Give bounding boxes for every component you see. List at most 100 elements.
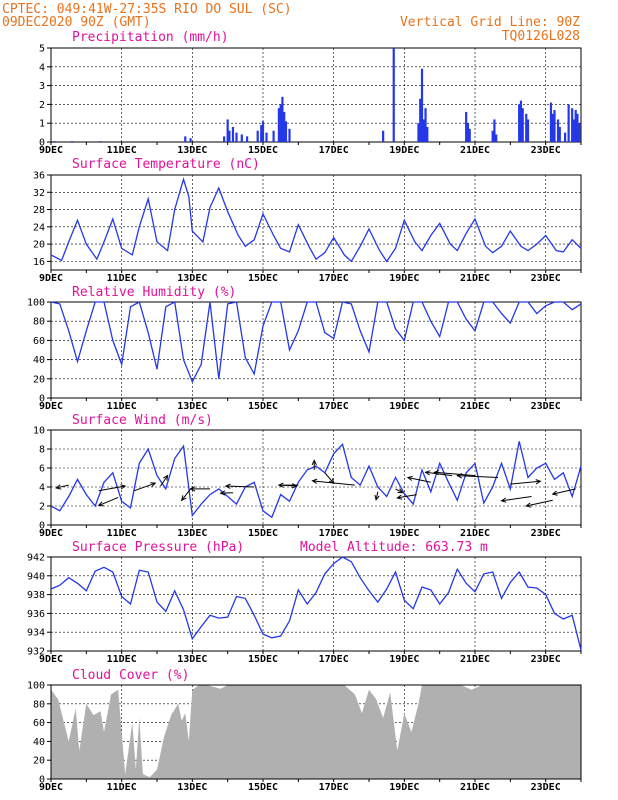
precipitation-x-tick-label: 13DEC [177,145,207,156]
precipitation-x-tick-label: 11DEC [107,145,137,156]
precipitation-bar [284,121,288,142]
precipitation-bar [519,100,523,142]
humidity-x-tick-label: 23DEC [531,401,561,412]
wind-vector-arrowhead [219,490,226,496]
humidity-y-tick-label: 0 [39,394,45,405]
wind-x-tick-label: 21DEC [460,528,490,539]
wind-vector-arrowhead [433,470,440,476]
wind-vector-arrowhead [291,483,298,489]
wind-vector-arrowhead [551,490,558,496]
temperature-panel: 16 20 24 28 32 36 9DEC 11DEC 13DEC 15DEC 17DEC 19DE… [33,171,582,284]
wind-x-tick-label: 9DEC [39,528,63,539]
precipitation-bar [572,119,576,142]
cloud-cover-y-tick-label: 80 [33,699,45,710]
precipitation-bar [518,104,521,142]
wind-series-line [50,441,582,519]
wind-x-tick-label: 15DEC [248,528,278,539]
pressure-x-tick-label: 9DEC [39,654,63,665]
precipitation-bar [417,123,420,142]
temperature-plot-area [50,174,582,271]
wind-vector-arrowhead [396,494,403,500]
wind-y-tick-label: 10 [33,426,45,437]
wind-vector-arrow [160,475,169,487]
precipitation-y-tick-label: 3 [39,81,45,92]
wind-vector-arrowhead [163,474,169,481]
temperature-y-tick-label: 16 [33,257,45,268]
panels-layer: 0 1 2 3 4 5 9DEC 11DEC 13DEC 15DEC 17DEC 19DEC 21DEC… [27,44,582,793]
wind-vector-arrow [98,485,126,492]
header-grid-note: Vertical Grid Line: 90Z [400,15,580,30]
pressure-x-tick-label: 11DEC [107,654,137,665]
precipitation-x-tick-label: 19DEC [389,145,419,156]
wind-panel-title: Surface Wind (m/s) [72,413,213,428]
precipitation-bar [521,108,524,142]
cloud-cover-y-tick-label: 0 [39,775,45,786]
precipitation-bar [553,110,556,142]
header-run-code: TQ0126L028 [502,29,580,44]
wind-vector-arrow [133,482,156,492]
temperature-x-tick-label: 15DEC [248,273,278,284]
humidity-series-line [50,300,582,384]
wind-vector-arrow [312,480,355,486]
wind-vector-arrowhead [224,483,231,489]
precipitation-panel: 0 1 2 3 4 5 9DEC 11DEC 13DEC 15DEC 17DEC 19DEC 21DEC… [39,44,582,156]
precipitation-bar [99,141,102,142]
humidity-y-tick-label: 80 [33,317,45,328]
wind-vector-arrow [225,485,255,488]
temperature-x-tick-label: 19DEC [389,273,419,284]
pressure-x-tick-label: 17DEC [319,654,349,665]
wind-vector-arrow [501,496,532,502]
precipitation-bar [231,126,235,142]
temperature-x-tick-label: 13DEC [177,273,207,284]
precipitation-bar [260,125,263,142]
wind-x-tick-label: 19DEC [389,528,419,539]
wind-vector-arrowhead [535,479,542,485]
wind-vector-arrowhead [277,482,284,488]
precipitation-x-tick-label: 23DEC [531,145,561,156]
precipitation-panel-title: Precipitation (mm/h) [72,30,229,45]
wind-vector-arrow [425,471,453,477]
humidity-y-tick-label: 40 [33,355,45,366]
pressure-series-line [50,556,582,651]
pressure-x-tick-label: 23DEC [531,654,561,665]
cloud-cover-x-tick-label: 9DEC [39,782,63,793]
precipitation-bar [419,98,422,142]
precipitation-bar [246,136,249,142]
wind-vector-arrowhead [406,475,413,481]
precipitation-bar [53,141,56,142]
pressure-y-tick-label: 940 [27,571,45,582]
precipitation-y-tick-label: 1 [39,119,45,130]
precipitation-plot-area [50,47,582,143]
temperature-y-tick-label: 28 [33,205,45,216]
cloud-cover-x-tick-label: 17DEC [319,782,349,793]
precipitation-bar [228,130,231,142]
precipitation-bar [261,121,265,142]
cloud-cover-panel: 0 20 40 60 80 100 9DEC 11DEC 13DEC 15DEC 17DEC 19DE… [27,681,582,793]
precipitation-bar [422,119,425,142]
pressure-panel-title: Surface Pressure (hPa) [72,540,244,555]
precipitation-bar [223,136,226,142]
temperature-panel-title: Surface Temperature (nC) [72,157,260,172]
humidity-y-tick-label: 20 [33,374,45,385]
precipitation-bar [549,102,553,142]
wind-vector-arrow [324,472,335,484]
wind-vector-arrowhead [311,459,317,466]
wind-y-tick-label: 8 [39,445,45,456]
pressure-y-tick-label: 942 [27,553,45,564]
humidity-x-tick-label: 21DEC [460,401,490,412]
temperature-x-tick-label: 17DEC [319,273,349,284]
precipitation-x-tick-label: 17DEC [319,145,349,156]
wind-vector-arrow [407,477,431,483]
precipitation-y-tick-label: 4 [39,62,45,73]
humidity-y-tick-label: 100 [27,298,45,309]
wind-x-tick-label: 17DEC [319,528,349,539]
precipitation-bar [493,119,496,142]
precipitation-bar [571,108,574,142]
temperature-x-tick-label: 21DEC [460,273,490,284]
wind-vector-arrowhead [150,482,157,488]
temperature-y-tick-label: 36 [33,171,45,182]
precipitation-bar [256,130,259,142]
precipitation-bar [265,132,268,142]
cloud-cover-y-tick-label: 20 [33,756,45,767]
wind-y-tick-label: 2 [39,502,45,513]
